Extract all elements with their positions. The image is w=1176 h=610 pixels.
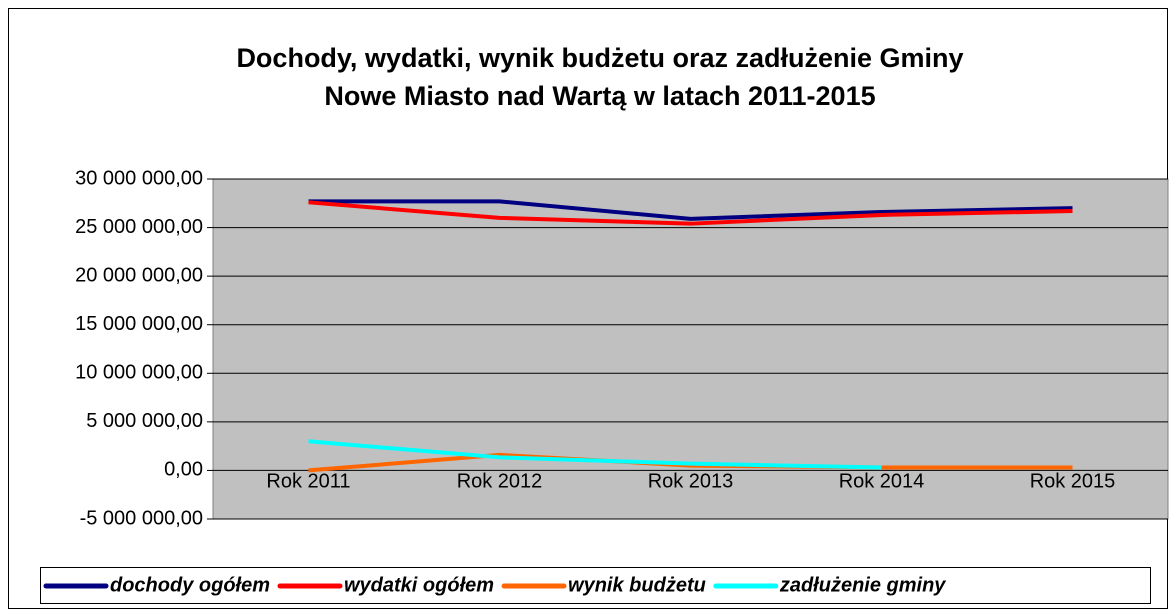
x-tick-label: Rok 2014 [839, 471, 925, 493]
x-tick-label: Rok 2013 [648, 471, 734, 493]
y-tick-label: 30 000 000,00 [75, 167, 203, 189]
y-tick-label: 10 000 000,00 [75, 362, 203, 384]
y-tick-label: 25 000 000,00 [75, 216, 203, 238]
legend-label: wynik budżetu [568, 574, 706, 596]
y-tick-label: 5 000 000,00 [86, 410, 203, 432]
y-tick-label: 20 000 000,00 [75, 264, 203, 286]
legend-label: wydatki ogółem [344, 574, 494, 596]
y-tick-label: -5 000 000,00 [80, 507, 203, 529]
legend-label: dochody ogółem [110, 574, 270, 596]
x-tick-label: Rok 2015 [1030, 471, 1116, 493]
x-tick-label: Rok 2012 [457, 471, 543, 493]
series-line [308, 200, 1073, 226]
series-line [308, 439, 882, 470]
legend-label: zadłużenie gminy [779, 574, 946, 596]
chart-title: Nowe Miasto nad Wartą w latach 2011-2015 [324, 81, 875, 111]
series-line [308, 199, 1073, 221]
y-tick-label: 0,00 [164, 459, 203, 481]
legend-box [40, 567, 1151, 604]
chart-title: Dochody, wydatki, wynik budżetu oraz zad… [236, 43, 963, 73]
y-tick-label: 15 000 000,00 [75, 313, 203, 335]
x-tick-label: Rok 2011 [266, 471, 350, 493]
